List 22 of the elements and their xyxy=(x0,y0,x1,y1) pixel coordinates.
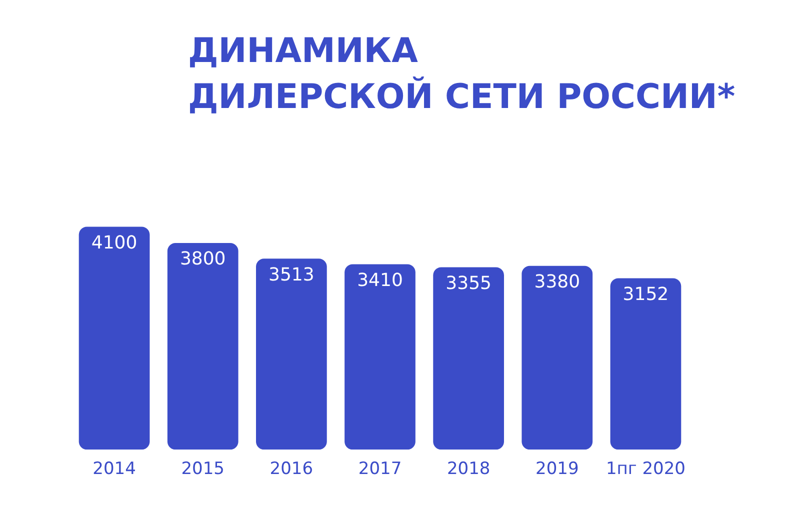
x-tick-label: 2019 xyxy=(536,459,579,480)
bar xyxy=(433,267,504,450)
bar xyxy=(256,258,327,450)
x-tick-label: 2016 xyxy=(270,459,314,480)
bar xyxy=(167,243,238,450)
x-tick-label: 2015 xyxy=(181,459,224,480)
bar xyxy=(522,266,593,450)
bar xyxy=(610,278,682,450)
data-label: 3355 xyxy=(446,272,492,294)
data-label: 3513 xyxy=(268,264,314,286)
bar xyxy=(344,264,416,450)
bar xyxy=(78,226,150,450)
data-label: 3410 xyxy=(357,270,403,291)
x-tick-label: 2017 xyxy=(358,459,402,480)
x-tick-label: 1пг 2020 xyxy=(606,459,686,480)
data-label: 3800 xyxy=(180,248,226,270)
data-label: 3380 xyxy=(534,272,580,293)
x-tick-label: 2018 xyxy=(446,459,490,480)
data-label: 3152 xyxy=(622,284,669,305)
chart-title: ДИНАМИКА ДИЛЕРСКОЙ СЕТИ РОССИИ* xyxy=(188,30,736,119)
x-tick-label: 2014 xyxy=(92,459,136,480)
data-label: 4100 xyxy=(91,232,138,254)
